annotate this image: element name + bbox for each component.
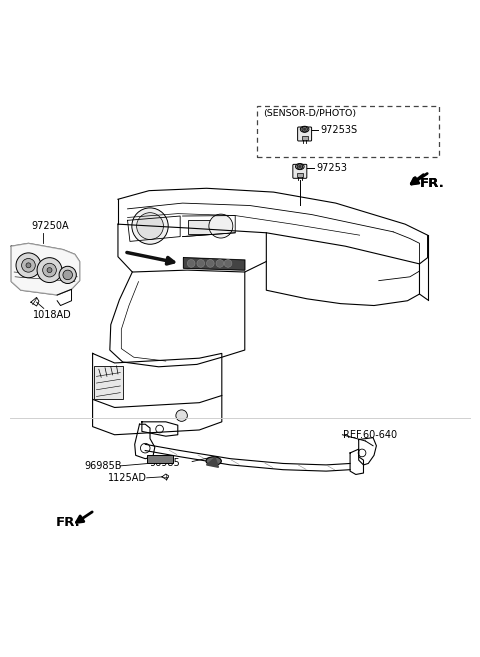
FancyBboxPatch shape — [94, 366, 123, 399]
Text: 97253S: 97253S — [321, 125, 358, 135]
Text: 97253: 97253 — [317, 163, 348, 173]
Polygon shape — [206, 458, 218, 467]
Ellipse shape — [206, 457, 221, 465]
Circle shape — [176, 410, 187, 421]
Text: 1018AD: 1018AD — [33, 310, 72, 321]
Bar — [301, 136, 308, 140]
Circle shape — [187, 260, 195, 267]
Circle shape — [297, 164, 302, 170]
Text: 97250A: 97250A — [32, 221, 70, 231]
Ellipse shape — [296, 164, 304, 170]
Circle shape — [358, 449, 366, 457]
Circle shape — [16, 253, 41, 278]
Circle shape — [209, 214, 233, 238]
Bar — [297, 173, 303, 177]
Bar — [257, 106, 439, 157]
Text: 96985: 96985 — [149, 459, 180, 468]
Circle shape — [299, 166, 301, 168]
Circle shape — [63, 270, 72, 280]
Polygon shape — [183, 258, 245, 270]
Text: REF.60-640: REF.60-640 — [343, 430, 397, 440]
FancyBboxPatch shape — [298, 127, 312, 141]
Circle shape — [197, 260, 204, 267]
Circle shape — [37, 258, 62, 283]
Polygon shape — [11, 243, 80, 295]
Circle shape — [47, 267, 52, 273]
Circle shape — [137, 213, 163, 240]
Text: 1125AD: 1125AD — [108, 473, 147, 483]
Text: FR.: FR. — [420, 177, 444, 191]
Circle shape — [156, 425, 163, 433]
Circle shape — [224, 260, 232, 267]
Circle shape — [206, 260, 214, 267]
Circle shape — [26, 263, 31, 268]
Circle shape — [216, 260, 224, 267]
Circle shape — [22, 258, 36, 272]
Bar — [147, 455, 173, 463]
Ellipse shape — [300, 126, 309, 132]
Circle shape — [141, 443, 150, 453]
Circle shape — [302, 127, 307, 132]
Text: FR.: FR. — [56, 516, 81, 529]
FancyBboxPatch shape — [293, 164, 307, 178]
Text: (SENSOR-D/PHOTO): (SENSOR-D/PHOTO) — [263, 109, 356, 118]
Bar — [188, 220, 229, 234]
Text: FR.: FR. — [420, 177, 444, 191]
Circle shape — [59, 266, 76, 284]
Text: 96985B: 96985B — [84, 461, 122, 471]
Circle shape — [303, 128, 306, 131]
Circle shape — [43, 263, 56, 277]
Circle shape — [132, 208, 168, 244]
